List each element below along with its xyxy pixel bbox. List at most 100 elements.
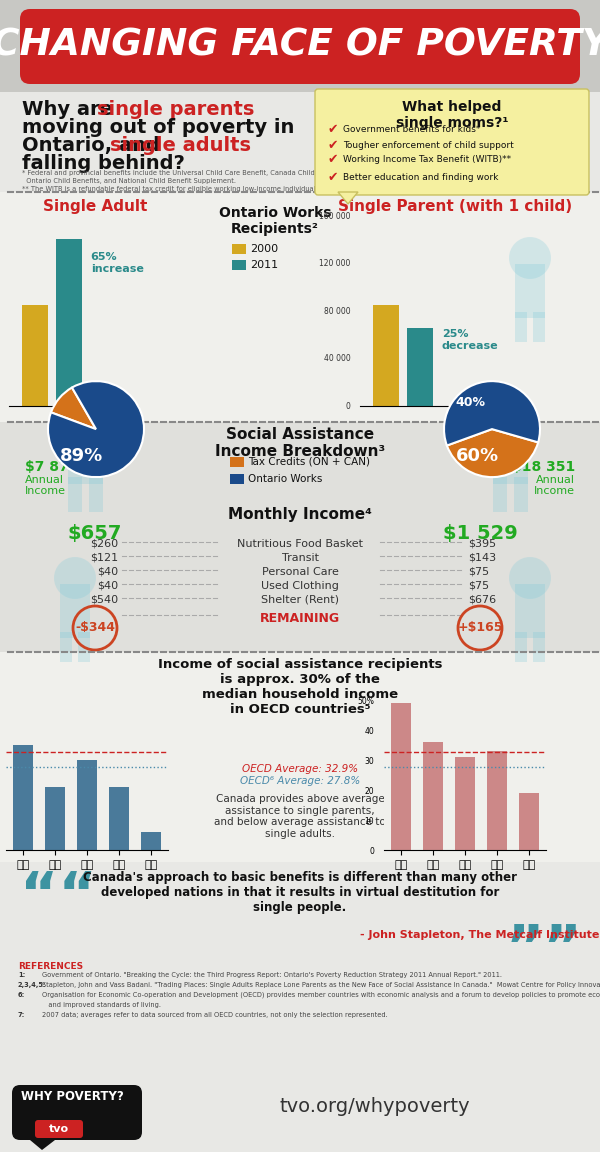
Text: Ontario Works
Recipients²: Ontario Works Recipients² [219, 206, 331, 236]
Text: 2,3,4,5:: 2,3,4,5: [18, 982, 47, 988]
Text: $395: $395 [468, 539, 496, 550]
Circle shape [54, 558, 96, 599]
Text: $40: $40 [97, 581, 118, 591]
Text: Government benefits for kids*: Government benefits for kids* [343, 126, 481, 135]
Bar [0, 0, 600, 92]
Text: Working Income Tax Benefit (WITB)**: Working Income Tax Benefit (WITB)** [343, 156, 511, 165]
Polygon shape [30, 1140, 55, 1150]
Bar [0, 1058, 600, 1152]
Text: $143: $143 [468, 553, 496, 563]
Text: 2000: 2000 [250, 244, 278, 253]
Bar [60, 632, 72, 662]
Text: Income: Income [534, 486, 575, 497]
Text: Single Adult: Single Adult [43, 199, 147, 214]
Bar [515, 584, 545, 638]
Text: * Federal and provincial benefits include the Universal Child Care Benefit, Cana: * Federal and provincial benefits includ… [22, 170, 359, 176]
Bar [232, 260, 246, 270]
Text: $657: $657 [68, 524, 122, 543]
Text: Tax Credits (ON + CAN): Tax Credits (ON + CAN) [248, 457, 370, 467]
Bar [50, 312, 62, 342]
Bar [424, 742, 443, 850]
Bar [515, 312, 527, 342]
Bar [0, 862, 600, 957]
Circle shape [485, 389, 535, 439]
Bar [89, 477, 103, 511]
Text: Single Adult: Single Adult [46, 707, 131, 720]
Text: OECD⁶ Average: 27.8%: OECD⁶ Average: 27.8% [240, 776, 360, 786]
Text: Monthly Income⁴: Monthly Income⁴ [228, 507, 372, 522]
Text: ““: ““ [20, 869, 97, 926]
Text: falling behind?: falling behind? [22, 154, 185, 173]
Text: What helped
single moms?¹: What helped single moms?¹ [396, 100, 508, 130]
Text: 40%: 40% [455, 396, 485, 409]
Text: ✔: ✔ [328, 123, 338, 136]
Text: 25%
decrease: 25% decrease [442, 329, 499, 351]
Text: Nutritious Food Basket: Nutritious Food Basket [237, 539, 363, 550]
Text: 7:: 7: [18, 1011, 25, 1018]
Text: CHANGING FACE OF POVERTY: CHANGING FACE OF POVERTY [0, 28, 600, 65]
Bar [533, 632, 545, 662]
Bar [22, 304, 48, 406]
Text: REFERENCES: REFERENCES [18, 962, 83, 971]
Bar [109, 787, 128, 850]
Bar [373, 304, 399, 406]
Bar [515, 264, 545, 318]
Text: Used Clothing: Used Clothing [261, 581, 339, 591]
Text: 2007 data; averages refer to data sourced from all OECD countries, not only the : 2007 data; averages refer to data source… [42, 1011, 388, 1018]
Text: 65%
increase: 65% increase [91, 252, 143, 274]
Text: 60%: 60% [456, 447, 499, 464]
Bar [46, 787, 65, 850]
Bar [514, 477, 527, 511]
Wedge shape [447, 430, 538, 477]
Text: $18 351: $18 351 [512, 460, 575, 473]
Text: Government of Ontario. "Breaking the Cycle: the Third Progress Report: Ontario's: Government of Ontario. "Breaking the Cyc… [42, 972, 502, 978]
Text: 1:: 1: [18, 972, 25, 978]
Wedge shape [51, 387, 96, 430]
Text: Tougher enforcement of child support: Tougher enforcement of child support [343, 141, 514, 150]
FancyBboxPatch shape [12, 1085, 142, 1140]
Text: $540: $540 [90, 594, 118, 605]
Text: ””: ”” [505, 922, 582, 979]
Text: tvo.org/whypoverty: tvo.org/whypoverty [280, 1098, 470, 1116]
Bar [487, 751, 506, 850]
Bar [493, 477, 506, 511]
Bar [67, 420, 103, 484]
Text: Shelter (Rent): Shelter (Rent) [261, 594, 339, 605]
Bar [50, 264, 80, 318]
Text: Transit: Transit [281, 553, 319, 563]
Text: Income: Income [25, 486, 66, 497]
Bar [455, 757, 475, 850]
Text: $260: $260 [90, 539, 118, 550]
Text: +$165: +$165 [457, 621, 503, 635]
Text: ** The WITB is a refundable federal tax credit for eligible working low-income i: ** The WITB is a refundable federal tax … [22, 185, 364, 192]
FancyBboxPatch shape [20, 9, 580, 84]
Text: REMAINING: REMAINING [260, 612, 340, 626]
Text: 6:: 6: [18, 992, 25, 998]
Text: Annual: Annual [536, 475, 575, 485]
Bar [407, 328, 433, 406]
Text: $75: $75 [468, 567, 489, 577]
Text: 2011: 2011 [250, 260, 278, 270]
Wedge shape [444, 381, 540, 446]
Text: Annual: Annual [25, 475, 64, 485]
Circle shape [509, 558, 551, 599]
Text: $676: $676 [468, 594, 496, 605]
Bar [232, 244, 246, 253]
Text: Better education and finding work: Better education and finding work [343, 174, 499, 182]
Text: ✔: ✔ [328, 153, 338, 167]
Text: $75: $75 [468, 581, 489, 591]
Text: $40: $40 [97, 567, 118, 577]
Bar [0, 422, 600, 767]
Bar [77, 760, 97, 850]
Text: and improved standards of living.: and improved standards of living. [42, 1002, 161, 1008]
Bar [0, 192, 600, 422]
Bar [520, 794, 539, 850]
Text: -$344: -$344 [75, 621, 115, 635]
Text: Ontario, and: Ontario, and [22, 136, 167, 156]
Text: tvo: tvo [49, 1124, 69, 1134]
Text: Personal Care: Personal Care [262, 567, 338, 577]
Text: ✔: ✔ [328, 138, 338, 152]
FancyBboxPatch shape [35, 1120, 83, 1138]
Bar [67, 477, 82, 511]
Text: Stapleton, John and Vass Badani. "Trading Places: Single Adults Replace Lone Par: Stapleton, John and Vass Badani. "Tradin… [42, 982, 600, 988]
